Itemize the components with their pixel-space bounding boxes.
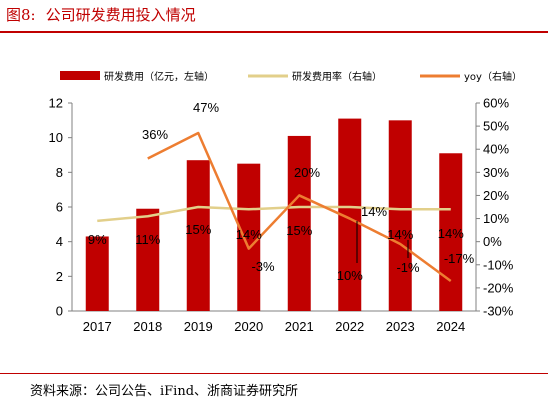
right-tick-label: 0% [483, 234, 502, 249]
yoy-data-label: 14% [361, 204, 387, 219]
bar [237, 163, 261, 311]
source-note: 资料来源：公司公告、iFind、浙商证券研究所 [30, 384, 299, 399]
left-tick-label: 4 [56, 234, 63, 249]
figure-title-text: 公司研发费用投入情况 [45, 6, 196, 24]
rd-ratio-data-label: 9% [88, 232, 107, 247]
right-tick-label: 40% [483, 142, 509, 157]
bar [136, 208, 160, 311]
rd-ratio-data-label: 15% [286, 223, 312, 238]
legend-swatch-bar [60, 71, 100, 80]
bar [388, 120, 412, 311]
rd-ratio-line [97, 205, 451, 223]
rd-ratio-data-label: 14% [438, 226, 464, 241]
left-tick-label: 8 [56, 165, 63, 180]
left-tick-label: 2 [56, 269, 63, 284]
yoy-data-label: 47% [193, 100, 219, 115]
x-tick-label: 2018 [133, 319, 162, 334]
source-rule [0, 373, 548, 374]
rd-ratio-data-label: 11% [135, 232, 160, 247]
x-tick-label: 2017 [83, 319, 112, 334]
yoy-data-label: -17% [444, 251, 475, 266]
right-tick-label: -30% [483, 304, 514, 319]
rd-ratio-data-label: 10% [337, 268, 363, 283]
legend-label: 研发费用率（右轴） [292, 70, 382, 83]
legend-label: yoy（右轴） [464, 70, 522, 83]
yoy-data-label: 20% [294, 165, 320, 180]
right-tick-label: -10% [483, 257, 514, 272]
right-tick-label: -20% [483, 280, 514, 295]
x-tick-label: 2022 [335, 319, 364, 334]
left-tick-label: 6 [56, 200, 63, 215]
yoy-line [147, 131, 452, 282]
legend-label: 研发费用（亿元，左轴） [104, 70, 214, 83]
rd-ratio-data-label: 14% [387, 227, 413, 242]
x-tick-label: 2024 [436, 319, 465, 334]
x-tick-label: 2021 [285, 319, 314, 334]
right-tick-label: 50% [483, 119, 509, 134]
yoy-data-label: -3% [251, 259, 275, 274]
right-tick-label: 10% [483, 211, 509, 226]
title-rule [0, 31, 548, 33]
left-tick-label: 12 [49, 96, 63, 111]
right-tick-label: 30% [483, 165, 509, 180]
bar [85, 236, 109, 311]
x-tick-label: 2023 [386, 319, 415, 334]
figure-number: 图8: [6, 6, 36, 24]
yoy-data-label: 36% [142, 127, 168, 142]
bar [338, 118, 362, 311]
yoy-data-label: -1% [396, 260, 420, 275]
left-tick-label: 10 [49, 130, 63, 145]
right-tick-label: 60% [483, 96, 509, 111]
rd-ratio-data-label: 15% [185, 222, 211, 237]
rd-ratio-data-label: 14% [236, 227, 262, 242]
bar [439, 153, 463, 311]
bar [287, 135, 311, 311]
figure-title: 图8: 公司研发费用投入情况 [6, 4, 196, 25]
left-tick-label: 0 [56, 304, 63, 319]
right-tick-label: 20% [483, 188, 509, 203]
x-tick-label: 2020 [234, 319, 263, 334]
x-tick-label: 2019 [184, 319, 213, 334]
bar [186, 160, 210, 311]
